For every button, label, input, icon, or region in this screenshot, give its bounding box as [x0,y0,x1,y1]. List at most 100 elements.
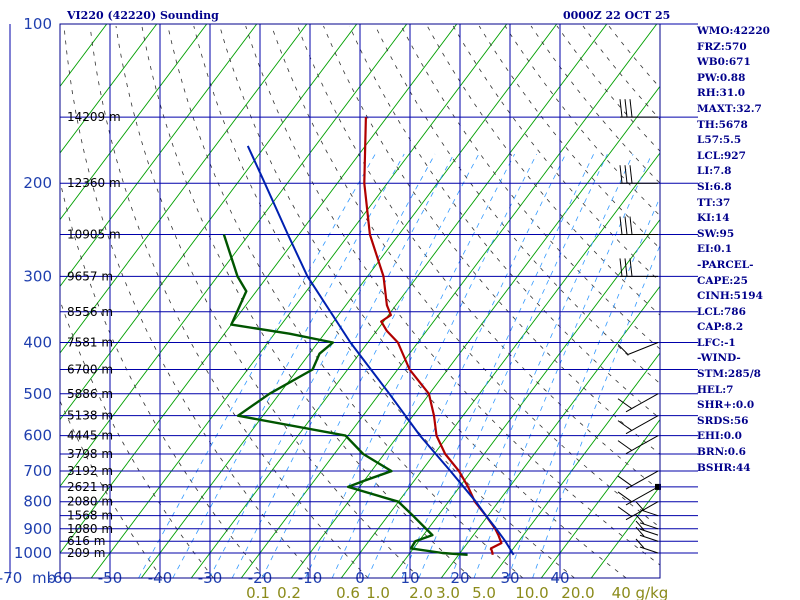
dry-adiabat-line [60,299,214,578]
index-line: SI:6.8 [697,180,732,193]
dry-adiabat-line [219,25,627,578]
barb-flag [617,506,633,518]
wind-barb [619,216,658,236]
barb-flag [624,216,628,235]
barb-flag [617,420,633,432]
isotherm-line [340,152,660,578]
axis-grid [9,23,698,578]
index-line: WB0:671 [697,56,751,69]
height-tick-label: 10905 m [67,228,121,242]
height-tick-label: 5138 m [67,409,113,423]
index-line: BRN:0.6 [697,446,746,459]
barb-staff [625,470,659,490]
index-line: -PARCEL- [697,258,754,271]
wind-barb [635,526,659,542]
dry-adiabat-line [115,25,421,578]
barb-staff [639,546,659,554]
wind-barb-column [617,99,661,554]
dry-adiabat-line [89,25,369,578]
pressure-tick-label: 500 [23,385,52,403]
mixing-ratio-line [261,153,480,578]
dry-adiabat-line [193,25,575,578]
dry-adiabat-line [271,25,660,528]
pressure-tick-label: 800 [23,493,52,511]
barb-flag [629,216,633,235]
barb-staff [639,528,659,536]
barb-flag [635,514,645,525]
pressure-tick-label: 200 [23,174,52,192]
height-tick-label: 6700 m [67,363,113,377]
wind-barb [617,415,659,435]
dry-adiabat-line [323,25,660,455]
mixing-ratio-line [450,153,634,578]
index-line: BSHR:44 [697,461,751,474]
wind-barb [617,470,659,490]
pressure-unit-label: mb [32,569,56,587]
barb-flag [635,520,645,531]
wind-barb [635,520,659,536]
mixing-ratio-line [231,153,455,578]
isotherm-line [60,24,258,288]
dry-adiabat-line [297,25,660,491]
surface-marker [655,483,661,490]
pressure-tick-label: 300 [23,267,52,285]
height-tick-label: 12360 m [67,176,121,190]
wind-barb [617,342,659,355]
mixing-ratio-line [418,153,608,578]
barb-staff [627,342,659,355]
dry-adiabat-line [167,25,524,578]
barb-flag [617,440,633,452]
index-line: SW:95 [697,227,735,240]
index-line: CINH:5194 [697,290,763,303]
barb-flag [619,258,623,277]
index-line: -WIND- [697,352,741,365]
isotherm-line [540,418,660,578]
mixing-ratio-line [367,153,567,578]
barb-flag [617,398,633,410]
height-tick-label: 3798 m [67,447,113,461]
pressure-tick-label: 100 [23,15,52,33]
barb-flag [629,165,633,184]
index-line: LCL:786 [697,305,746,318]
mixing-ratio-line [401,153,595,578]
height-tick-label: 9657 m [67,269,113,283]
valid-time: 0000Z 22 OCT 25 [563,9,671,22]
axis-labels: 100 200 300 400 500 600 700 800 900 1000 mb 14209 m… [0,15,668,600]
index-line: PW:0.88 [697,71,746,84]
index-line: TH:5678 [697,118,748,131]
wind-barb [619,165,658,184]
height-tick-label: 1568 m [67,509,113,523]
barb-staff [625,435,659,455]
dry-adiabat-line [375,25,660,385]
barb-staff [639,522,659,530]
mixing-ratio-line [473,153,653,578]
mixing-ratio-tick-label: 1.0 [366,584,390,600]
mixing-ratio-line [209,153,436,578]
dewpoint-profile [222,234,468,556]
index-line: HEL:7 [697,383,734,396]
index-line: CAP:8.2 [697,321,744,334]
plot-frame [59,23,661,579]
height-tick-label: 3192 m [67,464,113,478]
parcel-profile [246,145,515,556]
wind-barb [635,514,659,530]
barb-flag [617,491,633,503]
index-line: L57:5.5 [697,134,742,147]
wind-barb [617,435,659,455]
barb-flag [619,216,623,235]
temperature-tick-label: -70 [0,569,22,587]
barb-flag [619,99,623,118]
mixing-ratio-tick-label: 40 g/kg [612,584,669,600]
mixing-ratio-line [507,196,660,578]
mixing-ratio-tick-label: 0.6 [336,584,360,600]
barb-staff [625,393,659,413]
sounding-profiles [222,117,515,556]
mixing-ratio-tick-label: 20.0 [561,584,594,600]
index-line: RH:31.0 [697,87,746,100]
dry-adiabat-line [426,25,660,316]
barb-flag [619,165,623,184]
isotherm-line [60,24,208,221]
height-tick-label: 2621 m [67,480,113,494]
barb-flag [629,258,633,277]
